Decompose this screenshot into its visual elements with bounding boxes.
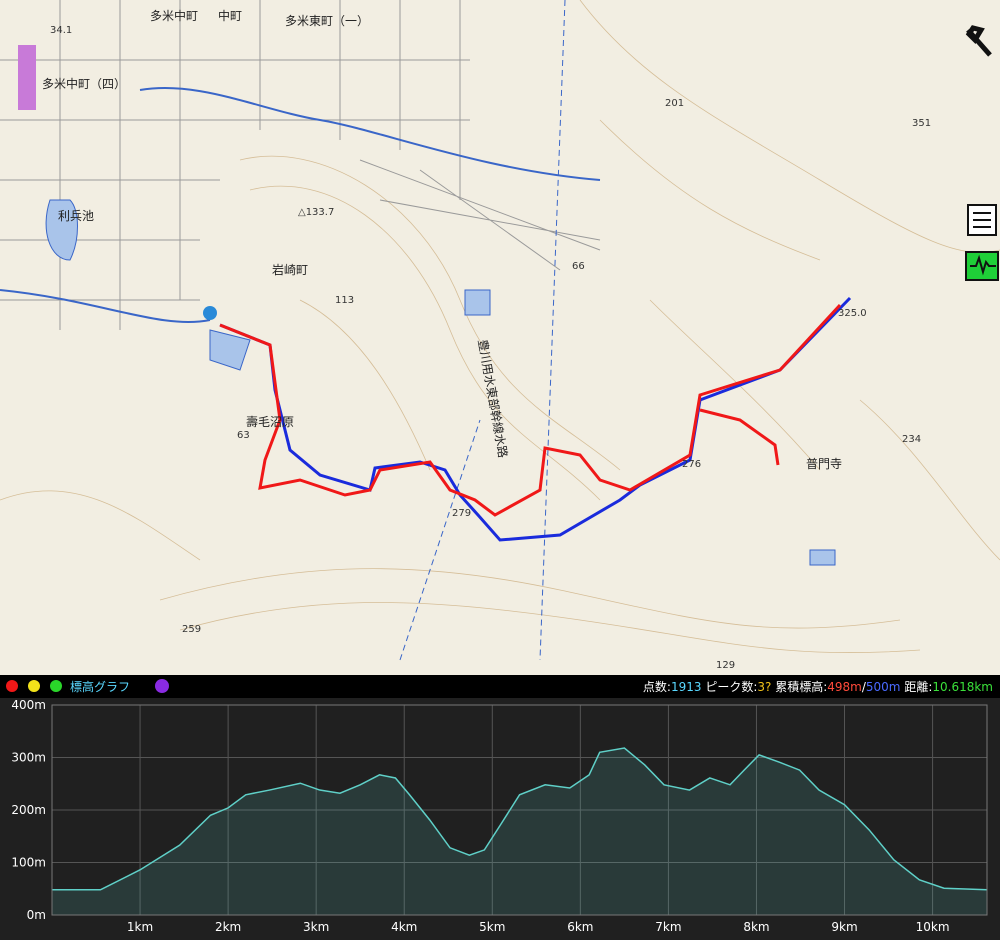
info-button[interactable]: [155, 679, 169, 693]
map-label: 岩崎町: [272, 262, 308, 277]
stat-label: ピーク数:: [705, 679, 757, 694]
y-tick-label: 400m: [11, 698, 46, 712]
stat: 3?: [757, 680, 771, 694]
stat: 10.618km: [932, 680, 993, 694]
plot-frame: [51, 704, 988, 916]
wrench-button[interactable]: [965, 25, 992, 57]
y-tick-label: 0m: [27, 908, 46, 922]
map-label: △133.7: [298, 207, 334, 218]
map-label: 中町: [218, 8, 242, 23]
end-marker: [203, 306, 217, 320]
y-tick-label: 200m: [11, 803, 46, 817]
map-label: 113: [335, 295, 354, 306]
line: [52, 747, 988, 891]
stat-label: 距離:: [904, 680, 932, 694]
map-label: 34.1: [50, 25, 72, 36]
graph-button[interactable]: [965, 251, 999, 281]
chart-bg: [0, 698, 1000, 940]
x-tick-label: 5km: [479, 920, 505, 934]
stats: 点数:1913 ピーク数:3? 累積標高:498m/500m 距離:10.618…: [643, 679, 993, 694]
map-label: 201: [665, 98, 684, 109]
area: [52, 748, 987, 915]
x-tick-label: 7km: [655, 920, 681, 934]
x-tick-label: 6km: [567, 920, 593, 934]
y-tick-label: 100m: [11, 856, 46, 870]
x-tick-label: 3km: [303, 920, 329, 934]
stat-label: 点数:: [643, 679, 671, 694]
color-button[interactable]: [6, 680, 18, 692]
map-label: 普門寺: [806, 457, 842, 471]
map-label: 276: [682, 459, 701, 470]
map-label: 279: [452, 508, 471, 519]
terrain: [0, 0, 1000, 654]
stat: 498m: [827, 680, 862, 694]
toolbar: [0, 675, 1000, 698]
x-tick-label: 9km: [831, 920, 857, 934]
y-tick-label: 300m: [11, 751, 46, 765]
map-label: 351: [912, 118, 931, 129]
x-tick-label: 4km: [391, 920, 417, 934]
list-button[interactable]: [967, 204, 997, 236]
map-label: 66: [572, 261, 585, 272]
elevation-chart: 0m 100m 200m 300m 400m 1km 2km 3km 4km 5km 6km 7km 8…: [11, 698, 988, 934]
stat: 500m: [866, 680, 901, 694]
x-tick-label: 10km: [916, 920, 950, 934]
map-label: 多米中町: [150, 8, 198, 23]
x-tick-label: 2km: [215, 920, 241, 934]
canal: [399, 0, 566, 661]
x-tick-label: 8km: [743, 920, 769, 934]
map-label: 325.0: [838, 308, 867, 319]
x-tick-label: 1km: [127, 920, 153, 934]
color-button[interactable]: [28, 680, 40, 692]
color-button[interactable]: [50, 680, 62, 692]
stat: 1913: [671, 680, 702, 694]
map-label: 129: [716, 660, 735, 671]
water: [0, 86, 836, 566]
map-label: 多米中町（四）: [42, 76, 126, 91]
graph-title: 標高グラフ: [70, 679, 130, 694]
map-label: 259: [182, 624, 201, 635]
map-label: 63: [237, 430, 250, 441]
map-label: 多米東町（一）: [285, 14, 369, 28]
stat-sep: /: [862, 680, 867, 694]
streets: [0, 0, 601, 330]
route-red: [219, 303, 842, 517]
map-label: 234: [902, 434, 921, 445]
map-bg: [0, 0, 1000, 675]
stat-label: 累積標高:: [775, 679, 827, 694]
map-label: 利兵池: [58, 209, 94, 223]
map-label: 壽毛沼原: [246, 414, 294, 429]
scale-bar: [18, 45, 36, 110]
